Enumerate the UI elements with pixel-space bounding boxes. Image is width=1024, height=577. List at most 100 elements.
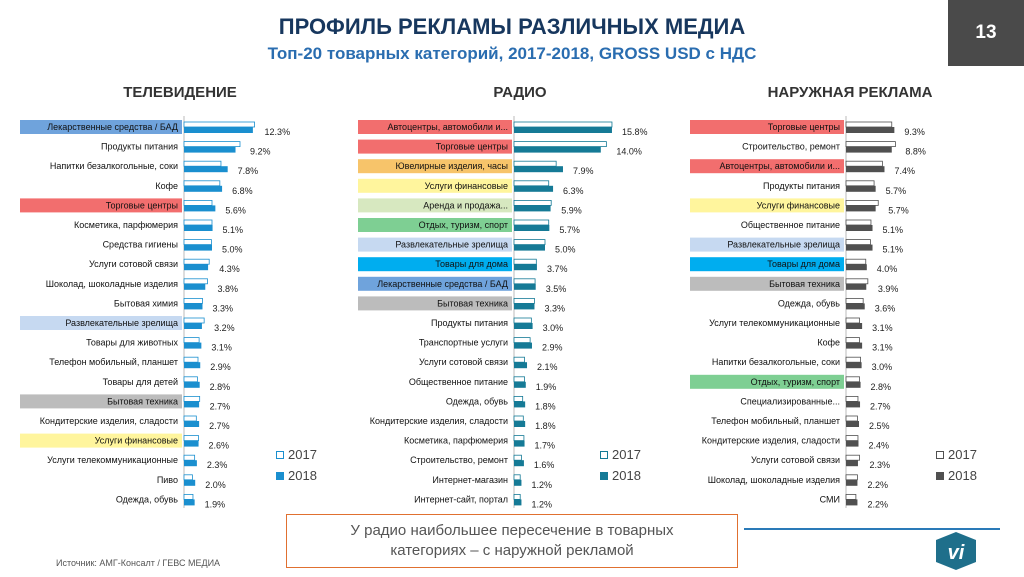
bar-2017	[183, 435, 199, 442]
radio-column-heading: РАДИО	[493, 84, 547, 101]
bar-2017	[513, 160, 557, 167]
bar-2017	[183, 160, 222, 167]
bar-2017	[513, 258, 537, 265]
legend-item-2017: 2017	[936, 444, 977, 465]
bar-2017	[845, 474, 858, 481]
category-label: Услуги сотовой связи	[751, 455, 840, 465]
category-highlight	[690, 237, 844, 252]
bar-2017	[183, 258, 210, 265]
value-label: 12.3%	[265, 127, 291, 137]
value-label: 3.1%	[872, 323, 893, 333]
bar-2018	[184, 146, 236, 153]
source-note: Источник: АМГ-Консалт / ГЕВС МЕДИА	[56, 558, 221, 568]
category-label: Торговые центры	[106, 200, 178, 210]
bar-2017	[183, 474, 193, 481]
bar-2017	[845, 141, 896, 148]
category-label: Торговые центры	[436, 142, 508, 152]
category-label: Пиво	[157, 475, 178, 485]
bar-2018	[184, 303, 203, 310]
bar-2017	[183, 219, 213, 226]
bar-2017	[845, 219, 872, 226]
vi-logo-icon: vi	[936, 532, 976, 570]
logo-hexagon	[936, 532, 976, 570]
category-highlight	[358, 237, 512, 252]
category-highlight	[690, 257, 844, 272]
category-highlight	[358, 139, 512, 154]
bar-2017	[845, 454, 860, 461]
bar-2017	[183, 200, 213, 206]
bar-2018	[846, 146, 892, 153]
category-label: Бытовая химия	[114, 298, 178, 308]
bar-2017	[183, 317, 205, 324]
category-label: Кондитерские изделия, сладости	[702, 436, 840, 446]
category-highlight	[20, 316, 182, 330]
bar-2018	[184, 460, 197, 467]
category-label: Продукты питания	[101, 142, 178, 152]
value-label: 2.3%	[870, 460, 891, 470]
bar-2017	[183, 278, 208, 285]
legend-item-2018: 2018	[936, 465, 977, 486]
bar-2017	[513, 493, 521, 500]
bar-2018	[184, 264, 209, 271]
category-label: Продукты питания	[431, 318, 508, 328]
bar-2018	[184, 421, 200, 427]
category-label: Общественное питание	[409, 377, 508, 387]
outdoor-column-heading: НАРУЖНАЯ РЕКЛАМА	[767, 84, 933, 101]
footer-rule	[744, 528, 1000, 530]
tv-chart-svg: Лекарственные средства / БАД 12.3% Продукт…	[20, 116, 291, 509]
category-label: Бытовая техника	[769, 279, 840, 289]
category-label: Кофе	[155, 181, 178, 191]
category-label: Отдых, туризм, спорт	[419, 220, 508, 230]
bar-2017	[513, 121, 613, 128]
value-label: 1.2%	[531, 480, 552, 490]
bar-2018	[846, 185, 876, 192]
bar-2018	[514, 146, 601, 153]
category-label: Одежда, обувь	[446, 396, 508, 406]
value-label: 1.2%	[531, 499, 552, 509]
bar-2018	[184, 342, 202, 349]
value-label: 2.3%	[207, 460, 228, 470]
bar-2018	[184, 185, 223, 192]
value-label: 6.8%	[232, 186, 253, 196]
bar-2018	[514, 283, 536, 290]
bar-2017	[845, 376, 860, 383]
value-label: 14.0%	[616, 147, 642, 157]
value-label: 3.9%	[878, 284, 899, 294]
legend-item-2017: 2017	[276, 444, 317, 465]
value-label: 2.7%	[209, 421, 230, 431]
conclusion-callout: У радио наибольшее пересечение в товарны…	[286, 514, 738, 568]
outdoor-legend: 2017 2018	[936, 444, 977, 486]
category-highlight	[358, 120, 512, 134]
value-label: 7.8%	[238, 166, 259, 176]
bar-2017	[513, 219, 550, 226]
legend-swatch-2017	[936, 450, 944, 459]
value-label: 3.1%	[872, 343, 893, 353]
bar-2017	[845, 180, 875, 187]
category-label: Строительство, ремонт	[742, 142, 840, 152]
bar-2017	[845, 356, 861, 363]
bar-2018	[846, 342, 863, 349]
bar-2018	[184, 401, 200, 408]
category-label: Интернет-магазин	[432, 475, 508, 485]
value-label: 15.8%	[622, 127, 648, 137]
bar-2017	[513, 278, 536, 285]
bar-2017	[183, 376, 198, 383]
bar-2018	[184, 479, 196, 486]
value-label: 2.9%	[542, 343, 563, 353]
bar-2017	[513, 474, 521, 481]
value-label: 2.8%	[871, 382, 892, 392]
legend-label-2017: 2017	[612, 447, 641, 462]
bar-2018	[184, 127, 253, 133]
bar-2018	[846, 499, 858, 506]
bar-2018	[184, 362, 201, 369]
bar-2018	[514, 303, 535, 310]
category-label: Торговые центры	[768, 122, 840, 132]
legend-item-2018: 2018	[276, 465, 317, 486]
legend-label-2017: 2017	[948, 447, 977, 462]
value-label: 5.6%	[225, 205, 246, 215]
bar-2017	[183, 180, 221, 187]
bar-2018	[514, 244, 545, 251]
category-highlight	[358, 178, 512, 193]
category-label: Средства гигиены	[103, 240, 178, 250]
bar-2018	[514, 264, 537, 271]
